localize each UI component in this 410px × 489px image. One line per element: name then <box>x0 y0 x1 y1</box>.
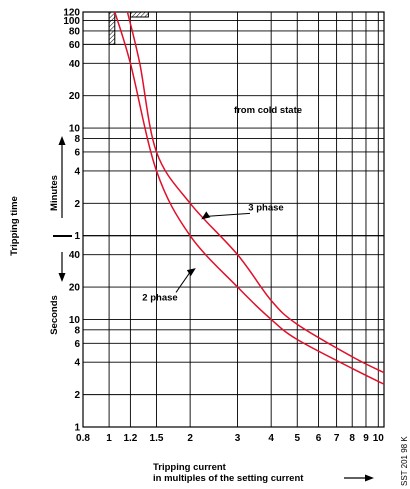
y-tick-label: 10 <box>69 124 81 135</box>
y-tick-label: 1 <box>74 423 80 434</box>
y-tick-label: 4 <box>74 166 80 177</box>
tick-labels: 0.8 1 1.2 1.5 2 3 4 5 6 7 8 9 1012468102040124681020… <box>63 8 384 445</box>
figure-code: SST 201 98 K <box>400 436 409 486</box>
y-tick-label: 40 <box>69 59 81 70</box>
y-arrows <box>53 136 72 282</box>
annotation-arrowhead-2-phase <box>186 268 196 277</box>
y-tick-label: 60 <box>69 40 81 51</box>
x-tick-label: 2 <box>187 433 193 444</box>
y-tick-label: 4 <box>74 358 80 369</box>
x-tick-label: 4 <box>268 433 274 444</box>
x-tick-label: 6 <box>316 433 322 444</box>
x-tick-label: 1.2 <box>123 433 137 444</box>
y-tick-label: 6 <box>74 147 80 158</box>
y-tick-label: 2 <box>74 390 80 401</box>
y-axis-label: Tripping time <box>9 196 20 256</box>
annotations: from cold state 3 phase 2 phase <box>142 105 302 303</box>
x-tick-label: 7 <box>334 433 340 444</box>
x-axis-label-line2: in multiples of the setting current <box>153 473 304 484</box>
x-tick-label: 8 <box>349 433 355 444</box>
x-tick-label: 5 <box>294 433 300 444</box>
tolerance-box <box>129 11 149 18</box>
annotation-from-cold-state: from cold state <box>234 105 302 116</box>
y-tick-label: 8 <box>74 325 80 336</box>
y-tick-label: 8 <box>74 134 80 145</box>
annotation-arrowhead-3-phase <box>201 211 211 220</box>
y-tick-label: 1 <box>74 231 80 242</box>
y-tick-label: 10 <box>69 315 81 326</box>
annotation-arrow-3-phase <box>206 212 251 217</box>
y-unit-seconds: Seconds <box>49 295 60 335</box>
y-tick-label: 80 <box>69 26 81 37</box>
x-tick-label: 1.5 <box>150 433 164 444</box>
x-arrow <box>344 474 374 482</box>
series-curves <box>114 11 385 385</box>
plot-frame <box>82 11 385 428</box>
tolerance-box <box>108 11 116 45</box>
x-tick-label: 1 <box>106 433 112 444</box>
y-tick-label: 120 <box>63 8 80 19</box>
x-tick-label: 9 <box>363 433 369 444</box>
y-tick-label: 20 <box>69 91 81 102</box>
x-axis-label-line1: Tripping current <box>153 462 227 473</box>
y-tick-label: 100 <box>63 16 80 27</box>
series-line-2-phase <box>114 11 385 385</box>
x-tick-label: 0.8 <box>76 433 90 444</box>
x-tick-label: 3 <box>235 433 241 444</box>
y-tick-label: 20 <box>69 283 81 294</box>
x-tick-label: 10 <box>373 433 385 444</box>
y-tick-label: 6 <box>74 339 80 350</box>
tolerance-boxes <box>108 11 149 45</box>
annotation-2-phase: 2 phase <box>142 292 177 303</box>
grid <box>82 11 385 428</box>
annotation-arrow-2-phase <box>175 270 192 293</box>
y-unit-minutes: Minutes <box>49 175 60 211</box>
series-line-3-phase <box>126 11 385 374</box>
y-tick-label: 40 <box>69 250 81 261</box>
y-tick-label: 2 <box>74 199 80 210</box>
annotation-3-phase: 3 phase <box>248 202 283 213</box>
